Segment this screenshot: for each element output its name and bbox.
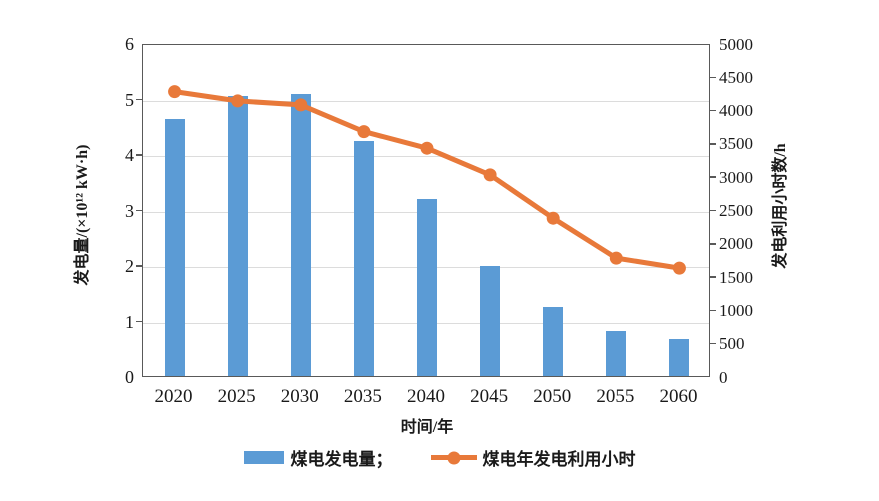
y-right-tick-label: 3500 bbox=[719, 134, 753, 154]
y-axis-right-title: 发电利用小时数/h bbox=[772, 143, 789, 269]
y-left-tickmark bbox=[136, 209, 142, 212]
y-right-tickmark bbox=[710, 176, 716, 178]
y-left-tick-label: 6 bbox=[125, 34, 134, 54]
plot-area bbox=[142, 44, 710, 377]
y-right-tickmark bbox=[710, 276, 716, 278]
y-left-tickmark bbox=[136, 265, 142, 267]
gridline bbox=[143, 100, 709, 102]
legend-item-line: 煤电年发电利用小时 bbox=[430, 445, 636, 470]
y-right-tickmark bbox=[710, 243, 716, 245]
bar-2060 bbox=[669, 339, 690, 376]
y-right-tick-label: 2500 bbox=[719, 201, 753, 220]
y-right-tickmark bbox=[710, 109, 716, 112]
line-series-swatch bbox=[430, 451, 477, 464]
gridline bbox=[143, 156, 709, 157]
y-right-tick-label: 4500 bbox=[719, 67, 753, 87]
line-series-layer bbox=[168, 85, 686, 275]
x-tick-label-2020: 2020 bbox=[154, 386, 193, 407]
y-left-tickmark bbox=[136, 154, 142, 156]
line-marker-2060 bbox=[672, 261, 686, 275]
y-right-tick-label: 4000 bbox=[719, 101, 753, 121]
line-marker-icon bbox=[447, 451, 460, 464]
y-right-tick-label: 500 bbox=[719, 334, 745, 354]
line-marker-2030 bbox=[294, 98, 308, 112]
y-left-tick-label: 0 bbox=[125, 367, 134, 387]
x-tick-label-2060: 2060 bbox=[659, 386, 698, 407]
y-right-tick-label: 3000 bbox=[719, 167, 753, 187]
line-marker-2040 bbox=[420, 141, 434, 155]
y-left-tick-label: 3 bbox=[125, 200, 134, 221]
bar-2030 bbox=[290, 94, 311, 376]
x-tick-label-2030: 2030 bbox=[280, 386, 319, 407]
y-right-tick-label: 2000 bbox=[719, 234, 753, 254]
x-tick-label-2035: 2035 bbox=[343, 386, 382, 407]
y-left-tick-label: 4 bbox=[125, 145, 134, 165]
y-left-tick-label: 1 bbox=[125, 311, 134, 332]
x-tick-label-2045: 2045 bbox=[470, 386, 509, 407]
bar-2040 bbox=[417, 198, 437, 376]
line-marker-2025 bbox=[231, 94, 245, 108]
line-marker-2045 bbox=[483, 168, 497, 182]
legend-bar-label: 煤电发电量； bbox=[290, 450, 393, 469]
y-right-tickmark bbox=[710, 143, 716, 145]
y-right-tickmark bbox=[710, 76, 716, 79]
bar-2045 bbox=[480, 266, 501, 376]
line-marker-2055 bbox=[609, 251, 623, 265]
x-tick-label-2040: 2040 bbox=[407, 386, 445, 407]
y-left-tick-label: 5 bbox=[125, 89, 134, 110]
x-tick-label-2055: 2055 bbox=[596, 386, 635, 407]
line-marker-2035 bbox=[357, 125, 371, 139]
y-right-tickmark bbox=[710, 342, 716, 345]
x-tick-label-2050: 2050 bbox=[533, 386, 572, 407]
y-right-tick-label: 1000 bbox=[719, 300, 753, 320]
y-right-tickmark bbox=[710, 309, 716, 312]
y-right-tick-label: 5000 bbox=[719, 34, 753, 54]
legend: 煤电发电量； 煤电年发电利用小时 bbox=[0, 445, 879, 470]
line-marker-2020 bbox=[168, 85, 182, 99]
bar-2025 bbox=[227, 95, 248, 376]
x-tick-label-2025: 2025 bbox=[217, 386, 256, 407]
bar-2055 bbox=[606, 330, 627, 376]
bar-2035 bbox=[353, 141, 374, 376]
legend-line-label: 煤电年发电利用小时 bbox=[482, 450, 636, 469]
y-left-tick-label: 2 bbox=[125, 256, 134, 276]
y-axis-left-title: 发电量/(×10¹² kW·h) bbox=[74, 144, 91, 286]
y-left-tickmark bbox=[136, 320, 142, 323]
legend-item-bar: 煤电发电量； bbox=[243, 445, 393, 470]
line-marker-2050 bbox=[546, 211, 560, 225]
x-axis-title: 时间/年 bbox=[400, 419, 454, 436]
y-right-tickmark bbox=[710, 209, 716, 212]
bar-series-swatch bbox=[243, 451, 284, 464]
y-left-tickmark bbox=[136, 98, 142, 101]
bar-2050 bbox=[543, 306, 564, 376]
y-right-tick-label: 1500 bbox=[719, 267, 753, 287]
line-series-path bbox=[172, 89, 682, 271]
y-right-tick-label: 0 bbox=[719, 367, 728, 387]
bar-2020 bbox=[164, 119, 185, 376]
